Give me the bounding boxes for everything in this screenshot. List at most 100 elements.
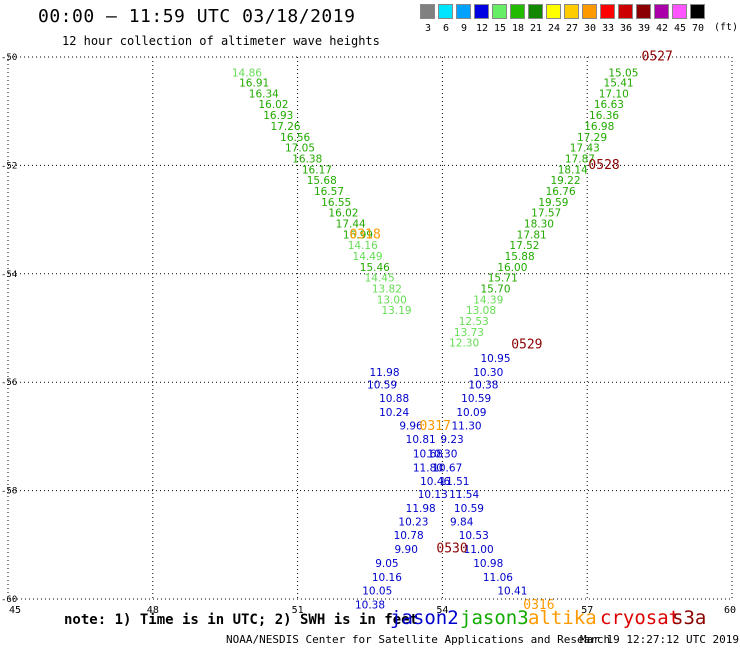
data-point-jason3: 15.71 (488, 273, 518, 285)
data-point-jason3: 12.30 (449, 338, 479, 350)
data-point-jason3: 19.22 (550, 175, 580, 187)
color-scale-unit: (ft) (714, 22, 739, 33)
data-point-jason3: 16.36 (589, 110, 619, 122)
data-point-jason3: 15.88 (505, 251, 535, 263)
data-point-jason2: 10.24 (379, 407, 409, 419)
data-point-jason3: 17.44 (336, 218, 366, 230)
data-point-jason3: 17.52 (509, 240, 539, 252)
x-tick-label: 48 (147, 605, 159, 616)
data-point-jason3: 16.02 (258, 99, 288, 111)
axis-tick-labels: 45 48 51 54 57 60 -50 -52 -54 -56 -58 -60 (1, 53, 736, 616)
x-tick-label: 57 (581, 605, 593, 616)
satellite-legend-jason2: jason2 (390, 607, 459, 629)
scale-label: 30 (583, 23, 597, 34)
scale-label: 39 (637, 23, 651, 34)
data-point-jason3: 16.98 (584, 121, 614, 133)
track-label: 0530 (436, 542, 467, 557)
satellite-legend-jason3: jason3 (460, 607, 529, 629)
scale-swatch (564, 4, 579, 19)
scale-swatch (438, 4, 453, 19)
data-point-jason3: 14.49 (353, 251, 383, 263)
data-point-jason2: 10.59 (461, 393, 491, 405)
y-tick-label: -56 (1, 378, 17, 388)
chart-axes (7, 56, 733, 600)
data-point-jason2: 10.38 (355, 600, 385, 612)
track-label: 0318 (350, 227, 381, 242)
data-point-jason3: 16.55 (321, 197, 351, 209)
data-point-jason2: 9.90 (395, 544, 418, 556)
scale-label: 45 (673, 23, 687, 34)
scale-label: 21 (529, 23, 543, 34)
scale-swatch (420, 4, 435, 19)
footer-note: note: 1) Time is in UTC; 2) SWH is in fe… (64, 612, 419, 628)
footer-credit: NOAA/NESDIS Center for Satellite Applica… (226, 633, 611, 646)
track-label: 0529 (511, 337, 542, 352)
track-label: 0528 (588, 158, 619, 173)
data-point-jason2: 10.13 (418, 489, 448, 501)
chart-subtitle: 12 hour collection of altimeter wave hei… (62, 34, 380, 48)
x-tick-label: 60 (724, 605, 736, 616)
x-tick-label: 54 (436, 605, 448, 616)
scale-label: 9 (460, 23, 468, 34)
data-point-jason3: 17.57 (531, 208, 561, 220)
satellite-legend-cryosat: cryosat (600, 607, 681, 629)
data-point-jason2: 10.59 (367, 379, 397, 391)
scale-label: 42 (655, 23, 669, 34)
x-tick-label: 45 (9, 605, 21, 616)
satellite-legend-s3a: s3a (672, 607, 707, 629)
data-point-jason2: 9.96 (399, 421, 423, 433)
satellite-legend-altika: altika (528, 607, 597, 629)
data-point-jason2: 10.41 (497, 585, 527, 597)
data-point-jason2: 10.59 (454, 503, 484, 515)
scale-swatch (546, 4, 561, 19)
scale-label: 15 (493, 23, 507, 34)
data-labels: 11.9810.5910.8810.249.9610.8110.6811.801… (232, 67, 639, 611)
scale-label: 3 (424, 23, 432, 34)
data-point-jason3: 12.53 (459, 316, 489, 328)
track-label: 0527 (642, 50, 673, 65)
data-point-jason2: 10.09 (456, 407, 486, 419)
chart-grid (8, 57, 732, 599)
data-point-jason2: 11.98 (406, 503, 436, 515)
scale-label: 33 (601, 23, 615, 34)
data-point-jason3: 16.63 (594, 99, 624, 111)
data-point-jason2: 10.46 (420, 476, 450, 488)
data-point-jason2: 11.00 (464, 544, 494, 556)
y-tick-label: -54 (1, 270, 17, 280)
data-point-jason3: 14.45 (365, 273, 395, 285)
y-tick-label: -60 (1, 595, 17, 605)
data-point-jason3: 17.05 (285, 143, 315, 155)
data-point-jason3: 13.73 (454, 327, 484, 339)
scale-swatch (582, 4, 597, 19)
data-point-jason2: 10.95 (480, 353, 510, 365)
scale-swatch (636, 4, 651, 19)
data-point-jason3: 13.19 (382, 305, 412, 317)
data-point-jason3: 14.39 (473, 294, 503, 306)
data-point-jason2: 10.30 (473, 367, 503, 379)
data-point-jason3: 16.99 (343, 229, 373, 241)
plot-frame (7, 56, 733, 600)
data-point-jason2: 10.38 (468, 379, 498, 391)
scale-swatch (510, 4, 525, 19)
scale-label: 36 (619, 23, 633, 34)
data-point-jason3: 14.86 (232, 67, 262, 79)
data-point-jason3: 16.38 (292, 153, 322, 165)
scale-label: 24 (547, 23, 561, 34)
scale-swatch (456, 4, 471, 19)
data-point-jason2: 11.51 (439, 476, 469, 488)
data-point-jason3: 16.56 (280, 132, 310, 144)
data-point-jason2: 10.53 (459, 530, 489, 542)
scale-label: 70 (691, 23, 705, 34)
data-point-jason3: 15.46 (360, 262, 390, 274)
scale-label: 27 (565, 23, 579, 34)
data-point-jason2: 9.23 (440, 434, 463, 446)
data-point-jason3: 17.29 (577, 132, 607, 144)
data-point-jason2: 10.68 (413, 448, 443, 460)
data-point-jason3: 17.81 (517, 229, 547, 241)
data-point-jason2: 10.16 (372, 572, 402, 584)
data-point-jason3: 17.26 (271, 121, 301, 133)
data-point-jason2: 10.30 (427, 448, 457, 460)
track-label: 0316 (523, 598, 554, 613)
data-point-jason3: 15.41 (604, 78, 634, 90)
